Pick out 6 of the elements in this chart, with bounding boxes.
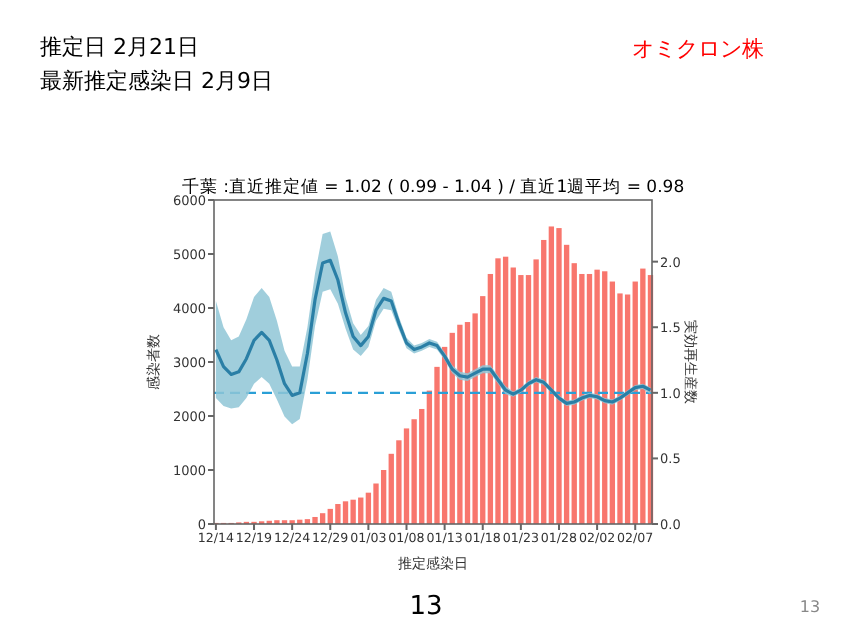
text: オミクロン株 xyxy=(632,36,764,62)
text: 13 xyxy=(409,592,443,622)
text: 13 xyxy=(799,598,821,616)
text: 最新推定感染日 2月9日 xyxy=(40,68,273,94)
text: 推定日 2月21日 xyxy=(40,34,199,60)
chart-title: 千葉 :直近推定値 = 1.02 ( 0.99 - 1.04 ) / 直近1週平均 = 0.98 xyxy=(181,176,685,198)
